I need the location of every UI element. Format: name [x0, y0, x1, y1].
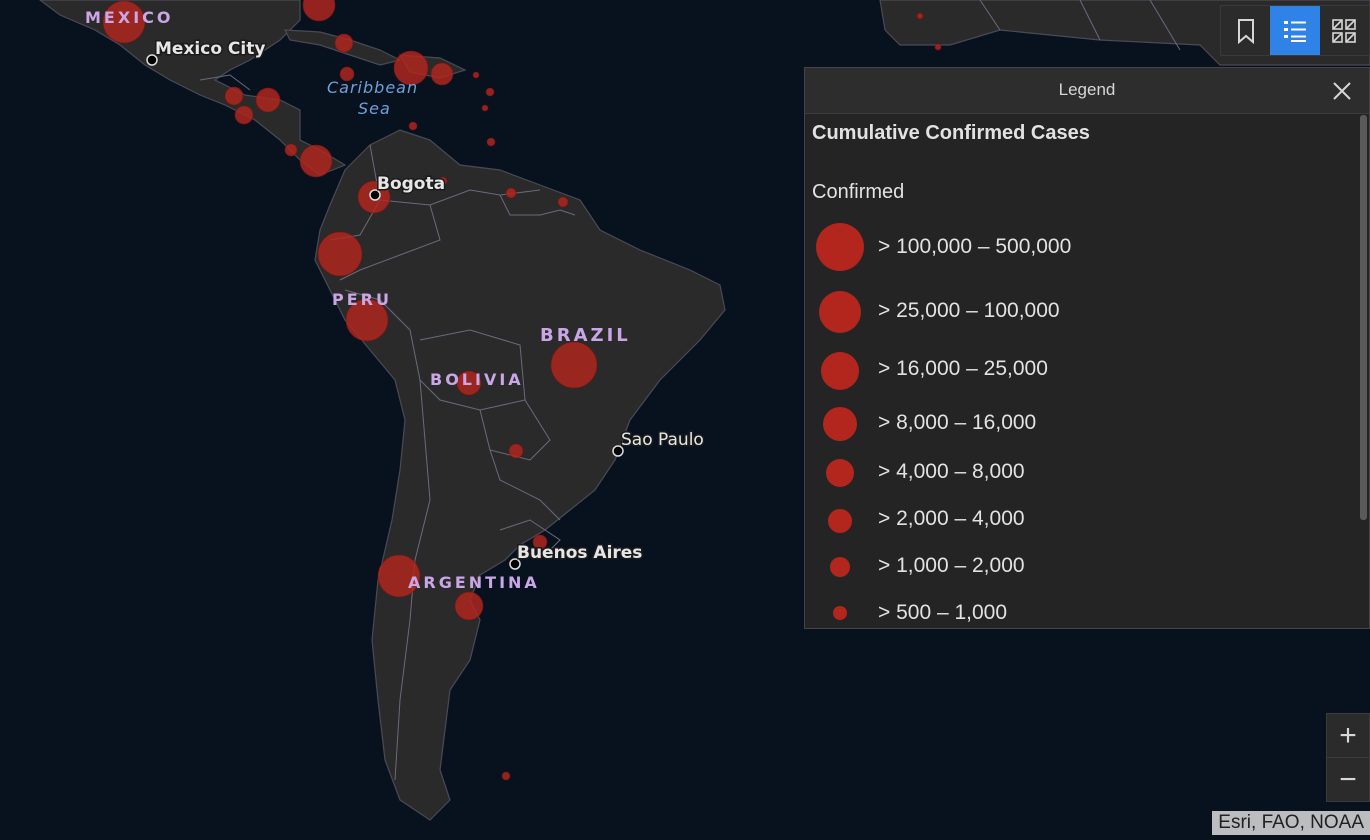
case-circle [438, 176, 448, 186]
case-circle [224, 86, 244, 106]
case-circle [557, 196, 569, 208]
label-caribbean: Caribbean [327, 78, 418, 97]
legend-title: Legend [1058, 80, 1116, 99]
case-circle [472, 71, 480, 79]
legend-button[interactable] [1270, 6, 1320, 55]
case-circle [481, 104, 489, 112]
country-borders [199, 0, 1181, 781]
case-circle [456, 370, 482, 396]
case-circle [377, 554, 421, 598]
legend-class-row: > 1,000 – 2,000 [805, 554, 1345, 604]
label-mexico-city: Mexico City [155, 39, 265, 59]
label-argentina: ARGENTINA [408, 573, 540, 592]
case-circle [916, 12, 924, 20]
city-point-mexico-city [146, 54, 158, 66]
case-circle [485, 87, 495, 97]
case-circle [234, 105, 254, 125]
map-attribution: Esri, FAO, NOAA [1212, 811, 1370, 835]
legend-class-row: > 25,000 – 100,000 [805, 289, 1345, 339]
city-points [146, 54, 624, 570]
legend-class-label: > 16,000 – 25,000 [878, 357, 1048, 380]
label-caribbean-sea: Sea [358, 99, 391, 118]
case-circle [508, 443, 524, 459]
label-sao-paulo: Sao Paulo [621, 430, 704, 450]
label-peru: PERU [332, 290, 392, 309]
legend-field-name: Confirmed [812, 181, 905, 203]
close-icon[interactable] [1331, 80, 1353, 102]
zoom-out-button[interactable]: − [1327, 757, 1369, 801]
legend-class-row: > 100,000 – 500,000 [805, 223, 1345, 274]
case-circle [345, 298, 389, 342]
legend-scrollbar[interactable] [1360, 115, 1367, 520]
case-circle [102, 0, 146, 44]
case-circle [393, 50, 429, 86]
case-symbols[interactable] [102, 0, 942, 781]
city-point-sao-paulo [612, 445, 624, 457]
bookmarks-button[interactable] [1221, 6, 1270, 55]
label-bolivia: BOLIVIA [430, 370, 524, 389]
legend-header: Legend [805, 68, 1369, 114]
legend-class-label: > 100,000 – 500,000 [878, 235, 1072, 258]
label-bogota: Bogota [377, 174, 445, 194]
case-circle [284, 143, 298, 157]
basemap-gallery-icon [1332, 18, 1357, 43]
legend-body[interactable]: Cumulative Confirmed Cases Confirmed > 1… [805, 114, 1359, 628]
legend-class-row: > 8,000 – 16,000 [805, 406, 1345, 456]
case-circle [550, 341, 598, 389]
legend-panel: Legend Cumulative Confirmed Cases Confir… [804, 67, 1370, 629]
case-circle [255, 87, 281, 113]
legend-class-row: > 4,000 – 8,000 [805, 457, 1345, 507]
case-circle [339, 66, 355, 82]
case-circle [532, 534, 548, 550]
legend-layer-title: Cumulative Confirmed Cases [812, 122, 1090, 144]
legend-class-label: > 4,000 – 8,000 [878, 460, 1025, 483]
case-circle [302, 0, 336, 22]
case-circle [408, 121, 418, 131]
legend-class-label: > 2,000 – 4,000 [878, 507, 1025, 530]
widget-toolbar [1220, 5, 1370, 56]
legend-class-label: > 8,000 – 16,000 [878, 411, 1037, 434]
case-circle [934, 43, 942, 51]
case-circle [299, 144, 333, 178]
case-circle [317, 231, 363, 277]
zoom-control: + − [1326, 713, 1370, 802]
label-mexico: MEXICO [85, 8, 173, 27]
case-circle [334, 33, 354, 53]
legend-class-row: > 500 – 1,000 [805, 601, 1345, 628]
city-point-buenos-aires [509, 558, 521, 570]
case-circle [486, 137, 496, 147]
legend-class-label: > 1,000 – 2,000 [878, 554, 1025, 577]
case-circle [430, 62, 454, 86]
legend-class-label: > 25,000 – 100,000 [878, 299, 1060, 322]
label-buenos-aires: Buenos Aires [517, 543, 642, 563]
city-point-bogota [369, 189, 381, 201]
case-circle [505, 187, 517, 199]
legend-class-label: > 500 – 1,000 [878, 601, 1008, 624]
case-circle [501, 771, 511, 781]
legend-list-icon [1283, 20, 1306, 42]
land-mexico-central-america [39, 0, 347, 176]
case-circle [454, 591, 484, 621]
legend-class-row: > 2,000 – 4,000 [805, 507, 1345, 557]
legend-class-row: > 16,000 – 25,000 [805, 350, 1345, 400]
zoom-in-button[interactable]: + [1339, 718, 1357, 752]
bookmark-icon [1237, 18, 1254, 44]
basemap-gallery-button[interactable] [1320, 6, 1369, 55]
label-brazil: BRAZIL [540, 325, 631, 346]
